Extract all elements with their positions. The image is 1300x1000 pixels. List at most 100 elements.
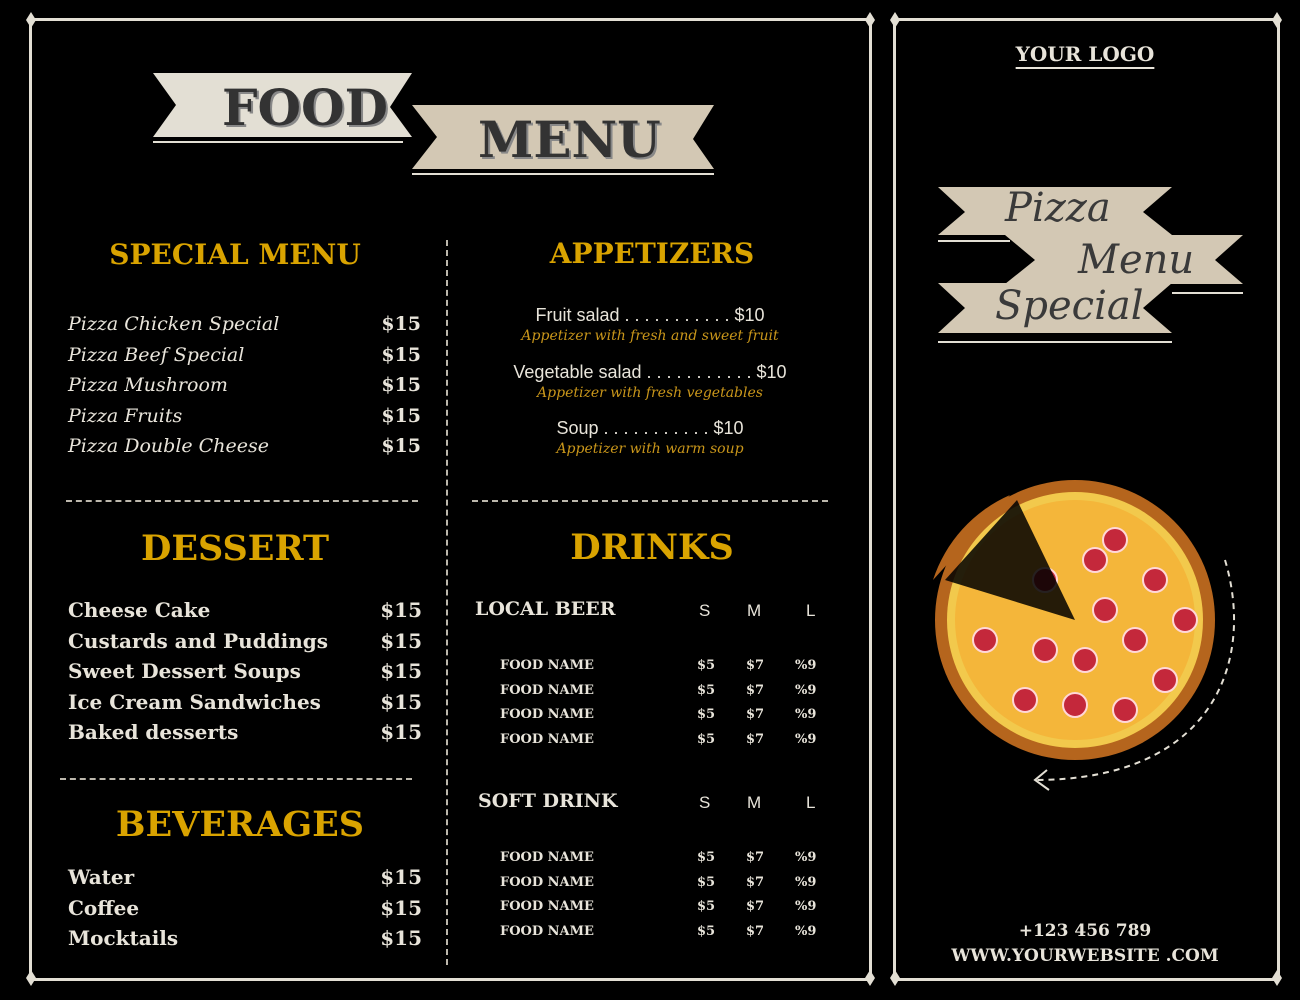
special-menu-heading: SPECIAL MENU [109, 238, 361, 271]
size-label: M [747, 601, 762, 620]
pepperoni-icon [1082, 547, 1108, 573]
drink-price-m: $7 [746, 707, 765, 723]
drink-price-s: $5 [697, 732, 716, 748]
drink-name: FOOD NAME [500, 732, 594, 748]
pepperoni-icon [1092, 597, 1118, 623]
left-panel-frame [29, 18, 872, 981]
item-price: $15 [381, 313, 421, 335]
drink-price-m: $7 [746, 658, 765, 673]
drink-price-l: %9 [795, 924, 817, 940]
appetizer-line: Vegetable salad . . . . . . . . . . . $1… [513, 361, 787, 382]
item-price: $15 [381, 404, 421, 427]
appetizer-line: Soup . . . . . . . . . . . $10 [556, 418, 744, 438]
pepperoni-icon [1152, 667, 1178, 693]
pizza-special-banner [938, 187, 1243, 343]
item-price: $15 [380, 628, 422, 653]
pepperoni-icon [1122, 627, 1148, 653]
title-food: FOOD [222, 78, 388, 137]
item-name: Mocktails [68, 926, 179, 950]
appetizers-heading: APPETIZERS [549, 237, 755, 270]
item-price: $15 [381, 343, 421, 366]
item-price: $15 [381, 374, 421, 396]
logo-placeholder: YOUR LOGO [1015, 42, 1155, 66]
dessert-item: Cheese Cake $15 [68, 598, 422, 622]
title-banners [153, 73, 714, 175]
column-divider [446, 240, 448, 965]
dessert-item: Ice Cream Sandwiches $15 [68, 690, 422, 714]
appetizer-item: Vegetable salad . . . . . . . . . . . $1… [472, 362, 828, 401]
divider [472, 500, 828, 502]
appetizer-description: Appetizer with warm soup [556, 441, 744, 457]
size-label: S [699, 793, 711, 812]
drink-price-s: $5 [697, 682, 716, 698]
dessert-item: Baked desserts $15 [68, 720, 422, 744]
drink-group-title: LOCAL BEER [475, 598, 616, 620]
drink-price-s: $5 [697, 899, 716, 915]
corner-ornament [1272, 970, 1282, 986]
pepperoni-icon [1172, 607, 1198, 633]
drink-price-s: $5 [697, 850, 716, 865]
corner-ornament [26, 12, 36, 28]
pepperoni-icon [1062, 692, 1088, 718]
item-price: $15 [380, 720, 422, 744]
drink-price-m: $7 [746, 874, 765, 890]
beverage-item: Mocktails $15 [68, 926, 422, 950]
divider [60, 778, 412, 780]
pepperoni-icon [1072, 647, 1098, 673]
item-name: Pizza Mushroom [68, 374, 228, 396]
size-label: L [806, 601, 816, 620]
pepperoni-icon [1012, 687, 1038, 713]
drink-name: FOOD NAME [500, 874, 594, 890]
item-price: $15 [381, 435, 421, 457]
corner-ornament [1272, 12, 1282, 28]
drink-price-s: $5 [697, 658, 716, 673]
drink-group-title: SOFT DRINK [478, 790, 618, 812]
special-item: Pizza Mushroom $15 [68, 374, 421, 396]
item-name: Sweet Dessert Soups [68, 659, 301, 683]
dessert-item: Sweet Dessert Soups $15 [68, 659, 422, 683]
corner-ornament [865, 970, 875, 986]
item-name: Ice Cream Sandwiches [68, 689, 321, 714]
drink-price-m: $7 [746, 682, 765, 698]
appetizer-item: Fruit salad . . . . . . . . . . . $10 App… [472, 305, 828, 344]
drink-price-m: $7 [746, 899, 765, 915]
drinks-heading: DRINKS [570, 527, 734, 568]
item-price: $15 [380, 895, 422, 920]
pepperoni-icon [1142, 567, 1168, 593]
item-name: Pizza Beef Special [68, 343, 245, 366]
drink-name: FOOD NAME [500, 707, 594, 723]
item-name: Baked desserts [68, 720, 239, 744]
item-name: Coffee [68, 895, 140, 920]
item-name: Pizza Double Cheese [68, 435, 269, 457]
pepperoni-icon [1032, 637, 1058, 663]
size-label: L [806, 793, 816, 812]
item-price: $15 [380, 659, 422, 683]
drink-price-m: $7 [746, 732, 765, 748]
drink-price-l: %9 [795, 658, 817, 673]
item-name: Cheese Cake [68, 598, 211, 622]
drink-price-s: $5 [697, 924, 716, 940]
appetizer-item: Soup . . . . . . . . . . . $10 Appetizer … [472, 418, 828, 457]
drink-price-m: $7 [746, 850, 765, 865]
appetizer-description: Appetizer with fresh and sweet fruit [521, 328, 779, 344]
banner-word-pizza: Pizza [1005, 185, 1111, 231]
beverage-item: Water $15 [68, 865, 422, 889]
beverage-item: Coffee $15 [68, 896, 422, 920]
banner-word-menu: Menu [1078, 237, 1195, 283]
drink-price-l: %9 [795, 874, 817, 890]
drink-name: FOOD NAME [500, 850, 594, 865]
corner-ornament [890, 970, 900, 986]
size-label: S [699, 601, 711, 620]
corner-ornament [865, 12, 875, 28]
pepperoni-icon [1102, 527, 1128, 553]
pizza-image [933, 480, 1236, 791]
dessert-item: Custards and Puddings $15 [68, 629, 422, 653]
drink-price-m: $7 [746, 924, 765, 940]
divider [66, 500, 418, 502]
title-menu: MENU [478, 110, 661, 169]
website: WWW.YOURWEBSITE .COM [951, 946, 1219, 966]
special-item: Pizza Chicken Special $15 [68, 313, 421, 335]
drink-price-l: %9 [795, 707, 817, 723]
drink-name: FOOD NAME [500, 899, 594, 915]
special-item: Pizza Beef Special $15 [68, 344, 421, 366]
